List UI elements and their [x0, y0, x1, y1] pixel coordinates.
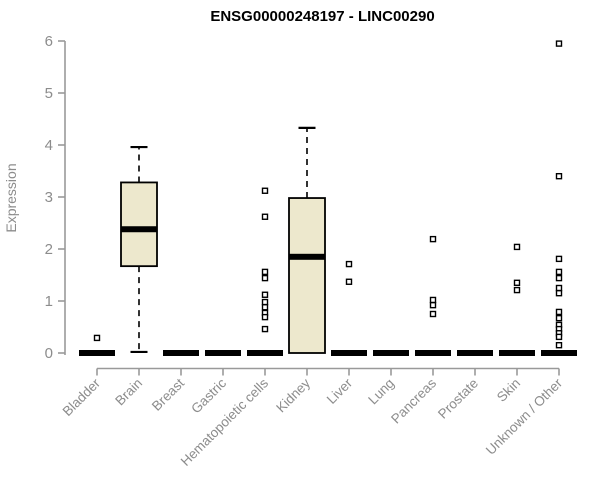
x-tick-label: Lung [365, 376, 397, 408]
outlier-point [261, 291, 269, 298]
box-group-unknown-other [541, 40, 577, 356]
outlier-point [555, 274, 563, 282]
box-group-brain [120, 145, 158, 354]
outlier-point [429, 301, 437, 309]
x-tick-label: Pancreas [388, 375, 439, 426]
outlier-point [261, 313, 269, 321]
outlier-point [261, 213, 269, 220]
iqr-box [288, 197, 326, 354]
outlier-point [555, 342, 563, 349]
median-bar [163, 350, 199, 356]
outlier-point [555, 40, 563, 47]
x-tick-label: Bladder [60, 375, 104, 419]
outlier-point [429, 296, 437, 304]
y-tick-label: 1 [45, 293, 53, 310]
outlier-point [555, 308, 563, 316]
median-bar [205, 350, 241, 356]
outlier-point [429, 235, 437, 243]
outlier-point [345, 260, 353, 268]
y-tick-label: 2 [45, 241, 53, 258]
outlier-point [513, 279, 521, 286]
outlier-point [261, 187, 269, 194]
box-group-breast [163, 350, 199, 356]
box-group-bladder [79, 334, 115, 356]
box-group-prostate [457, 350, 493, 356]
x-tick-label: Liver [324, 375, 356, 407]
outlier-point [555, 290, 563, 297]
median-bar [247, 350, 283, 356]
median-bar [541, 350, 577, 356]
box-group-pancreas [415, 235, 451, 356]
box-group-gastric [205, 350, 241, 356]
x-tick-label: Gastric [188, 375, 229, 416]
median-bar [79, 350, 115, 356]
median-bar [415, 350, 451, 356]
x-tick-label: Prostate [435, 376, 481, 422]
outlier-point [513, 243, 521, 251]
y-tick-label: 3 [45, 189, 53, 206]
x-tick-label: Unknown / Other [483, 375, 566, 458]
y-tick-label: 4 [45, 137, 53, 154]
y-tick-label: 0 [45, 345, 53, 362]
iqr-box [120, 181, 158, 268]
outlier-point [555, 255, 563, 263]
outlier-point [555, 284, 563, 292]
median-bar [373, 350, 409, 356]
outlier-point [261, 304, 269, 311]
box-group-liver [331, 260, 367, 356]
outlier-point [429, 310, 437, 318]
median-bar [331, 350, 367, 356]
median-bar [499, 350, 535, 356]
outlier-point [555, 314, 563, 322]
y-tick-label: 5 [45, 85, 53, 102]
median-bar [121, 226, 157, 233]
outlier-point [555, 268, 563, 276]
outlier-point [261, 274, 269, 282]
box-group-hematopoietic-cells [247, 187, 283, 356]
box-group-lung [373, 350, 409, 356]
outlier-point [513, 286, 521, 294]
y-axis: 0 1 2 3 4 5 6 [45, 33, 66, 362]
box-group-kidney [288, 126, 326, 354]
x-tick-label: Breast [149, 375, 187, 413]
median-bar [457, 350, 493, 356]
y-tick-label: 6 [45, 33, 53, 50]
median-bar [289, 253, 325, 260]
outlier-point [261, 325, 269, 333]
outlier-point [555, 172, 563, 180]
x-tick-label: Skin [494, 376, 523, 405]
box-group-skin [499, 243, 535, 356]
outlier-point [555, 333, 563, 341]
x-tick-label: Kidney [273, 375, 313, 415]
x-tick-label: Brain [112, 376, 145, 409]
chart-title: ENSG00000248197 - LINC00290 [210, 8, 435, 25]
outlier-point [261, 298, 269, 306]
outlier-point [261, 268, 269, 276]
outlier-point [93, 334, 101, 342]
outlier-point [345, 278, 353, 285]
